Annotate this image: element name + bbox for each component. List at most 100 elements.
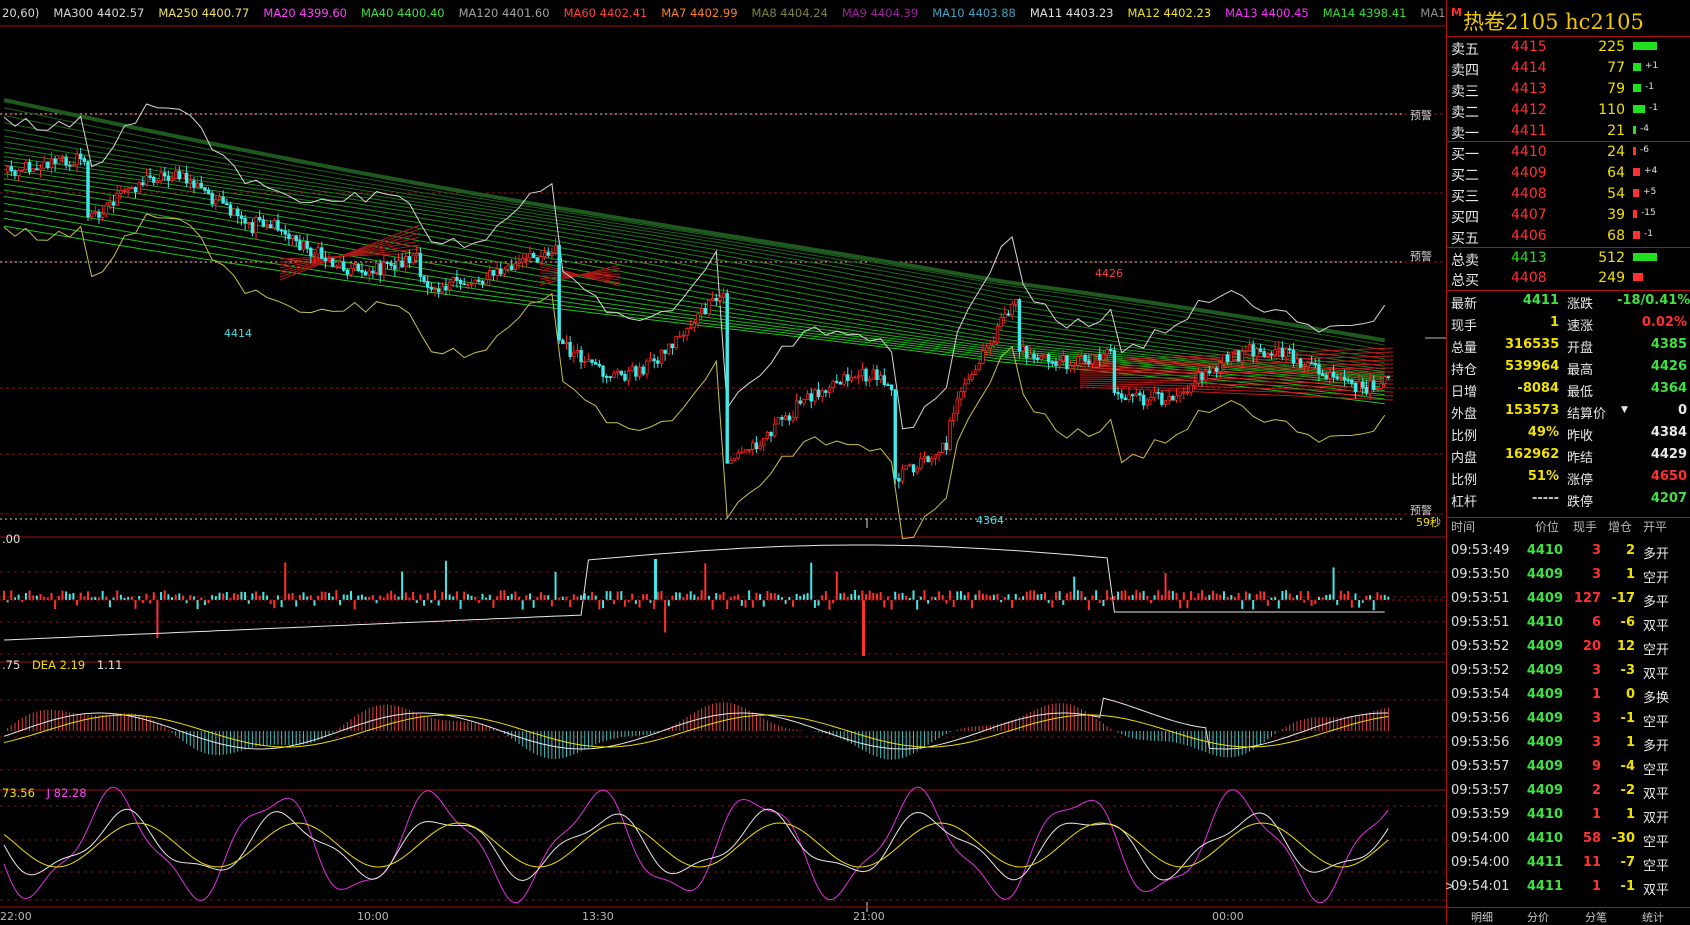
tab-tick-by-tick[interactable]: 分笔 <box>1585 911 1607 924</box>
volume-bar <box>737 594 740 600</box>
volume-bar <box>346 594 349 600</box>
order-book-row[interactable]: 卖五 4415 225 <box>1447 37 1690 58</box>
quote-panel: M 热卷2105 hc2105 卖五 4415 225 卖四 4414 77 +1 卖三 441… <box>1445 0 1690 924</box>
order-book-row[interactable]: 卖二 4412 110 -1 <box>1447 100 1690 121</box>
tick-row[interactable]: 09:53:50 4409 3 1 空开 <box>1447 564 1690 588</box>
tick-row[interactable]: 09:53:51 4409 127 -17 多平 <box>1447 588 1690 612</box>
candle-body <box>1068 365 1073 370</box>
volume-bar <box>1153 595 1156 600</box>
candle-body <box>393 265 397 270</box>
ma-fan-line <box>1079 384 1394 397</box>
candle-body <box>287 233 291 239</box>
order-book-row[interactable]: 买一 4410 24 -6 <box>1447 142 1690 163</box>
volume-bar <box>561 596 564 600</box>
tick-hand: 1 <box>1591 807 1601 822</box>
order-book-row[interactable]: 买三 4408 54 +5 <box>1447 184 1690 205</box>
volume-bar <box>1332 567 1335 600</box>
instrument-header[interactable]: M 热卷2105 hc2105 <box>1447 0 1690 37</box>
volume-bar <box>594 595 597 600</box>
tick-row[interactable]: 09:53:54 4409 1 0 多换 <box>1447 684 1690 708</box>
candle-body <box>440 285 445 293</box>
tick-row[interactable]: 09:53:56 4409 3 1 多开 <box>1447 732 1690 756</box>
order-book-change: -4 <box>1640 124 1649 134</box>
order-book-row[interactable]: 买四 4407 39 -15 <box>1447 205 1690 226</box>
order-book-row[interactable]: 买二 4409 64 +4 <box>1447 163 1690 184</box>
volume-bar <box>1190 591 1193 600</box>
tab-price-distribution[interactable]: 分价 <box>1527 911 1549 924</box>
volume-bar <box>466 594 469 600</box>
tick-row[interactable]: 09:54:01 4411 1 -1 双平 > <box>1445 876 1690 900</box>
order-book-total-row[interactable]: 总买 4408 249 <box>1447 268 1690 289</box>
volume-bar <box>291 593 294 600</box>
order-book-volume-bar <box>1633 210 1637 218</box>
candle-body <box>1061 355 1065 362</box>
settle-dropdown-icon[interactable]: ▼ <box>1621 405 1628 415</box>
tick-hand: 3 <box>1591 567 1601 582</box>
candle-body <box>970 374 974 380</box>
warning-line-label-2[interactable]: 预警 <box>1410 250 1432 263</box>
candle-body <box>108 202 112 206</box>
volume-bar <box>225 592 228 600</box>
instrument-title[interactable]: 热卷2105 hc2105 <box>1463 10 1644 34</box>
candle-body <box>1298 358 1303 368</box>
tick-row[interactable]: 09:53:52 4409 3 -3 双平 <box>1447 660 1690 684</box>
order-book-total-row[interactable]: 总卖 4413 512 <box>1447 248 1690 269</box>
candle-body <box>199 182 203 188</box>
candle-body <box>798 400 802 404</box>
volume-bar <box>156 600 159 639</box>
tick-row[interactable]: 09:53:57 4409 9 -4 空平 <box>1447 756 1690 780</box>
tick-type: 空平 <box>1643 715 1670 730</box>
order-book-price: 4414 <box>1511 60 1547 76</box>
candle-body <box>173 170 178 180</box>
kline-chart-canvas[interactable] <box>0 0 1446 924</box>
candle-body <box>1105 349 1109 355</box>
warning-line-label-3[interactable]: 预警 <box>1410 504 1432 517</box>
order-book-row[interactable]: 卖四 4414 77 +1 <box>1447 58 1690 79</box>
volume-bar <box>996 593 999 600</box>
tick-row[interactable]: 09:54:00 4411 11 -7 空平 <box>1447 852 1690 876</box>
tick-row[interactable]: 09:54:00 4410 58 -30 空平 <box>1447 828 1690 852</box>
tick-row[interactable]: 09:53:56 4409 3 -1 空平 <box>1447 708 1690 732</box>
tick-row[interactable]: 09:53:49 4410 3 2 多开 <box>1447 540 1690 564</box>
volume-bar <box>364 596 367 600</box>
order-book-level-label: 买五 <box>1451 231 1479 247</box>
volume-bar <box>229 597 232 600</box>
tick-row[interactable]: 09:53:51 4410 6 -6 双平 <box>1447 612 1690 636</box>
tick-row[interactable]: 09:53:52 4409 20 12 空开 <box>1447 636 1690 660</box>
candle-body <box>670 343 675 349</box>
tick-hand: 1 <box>1591 687 1601 702</box>
candle-body <box>1141 394 1146 406</box>
order-book-row[interactable]: 卖三 4413 79 -1 <box>1447 79 1690 100</box>
candle-body <box>1185 391 1190 394</box>
volume-bar <box>1164 572 1167 600</box>
volume-bar <box>872 592 875 600</box>
volume-bar <box>1241 600 1244 609</box>
order-book-row[interactable]: 卖一 4411 21 -4 <box>1447 121 1690 142</box>
volume-bar <box>1204 597 1207 600</box>
volume-bar <box>802 594 805 600</box>
candle-body <box>279 229 284 232</box>
ma-ribbon-line <box>3 107 1385 346</box>
volume-bar <box>1109 597 1112 600</box>
candle-body <box>692 322 697 328</box>
volume-bar <box>1361 600 1364 603</box>
candle-body <box>977 362 981 371</box>
candle-body <box>1346 379 1350 382</box>
volume-bar <box>810 562 813 600</box>
order-book-row[interactable]: 买五 4406 68 -1 <box>1447 226 1690 247</box>
ma-ribbon-line <box>3 98 1386 343</box>
tab-detail[interactable]: 明细 <box>1471 911 1493 924</box>
volume-bar <box>368 596 371 600</box>
candle-body <box>930 457 934 463</box>
volume-bar <box>255 591 258 600</box>
open-interest-line <box>3 544 1385 641</box>
warning-line-label-1[interactable]: 预警 <box>1410 109 1432 122</box>
tick-chg: 1 <box>1625 567 1635 582</box>
stat-value: 4411 <box>1522 293 1559 308</box>
candle-body <box>1098 353 1102 361</box>
tab-statistics[interactable]: 统计 <box>1642 911 1664 924</box>
volume-bar <box>843 592 846 600</box>
tick-row[interactable]: 09:53:57 4409 2 -2 双平 <box>1447 780 1690 804</box>
indicator-params[interactable]: 20,60) <box>2 6 40 20</box>
tick-row[interactable]: 09:53:59 4410 1 1 双开 <box>1447 804 1690 828</box>
